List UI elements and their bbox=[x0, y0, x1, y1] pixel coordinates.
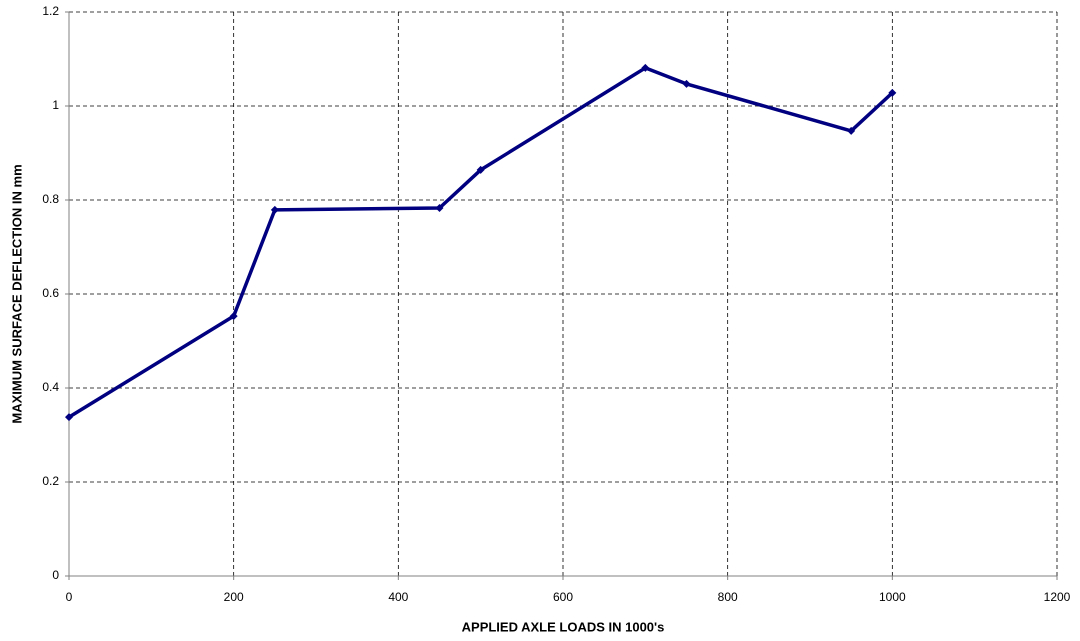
x-tick-label: 600 bbox=[553, 590, 573, 604]
y-tick-label: 0 bbox=[52, 568, 59, 582]
data-point bbox=[682, 79, 691, 88]
y-tick-label: 0.8 bbox=[42, 192, 59, 206]
y-axis-title: MAXIMUM SURFACE DEFLECTION IN mm bbox=[9, 164, 24, 423]
data-line bbox=[68, 66, 894, 419]
x-tick-label: 800 bbox=[718, 590, 738, 604]
data-point bbox=[270, 205, 279, 214]
data-point bbox=[476, 165, 485, 174]
x-tick-label: 200 bbox=[224, 590, 244, 604]
x-tick-label: 1000 bbox=[879, 590, 906, 604]
y-tick-label: 0.4 bbox=[42, 380, 59, 394]
y-tick-label: 0.2 bbox=[42, 474, 59, 488]
x-axis-title: APPLIED AXLE LOADS IN 1000's bbox=[462, 619, 665, 634]
data-point bbox=[65, 413, 73, 422]
y-tick-label: 1.2 bbox=[42, 4, 59, 18]
x-tick-label: 1200 bbox=[1044, 590, 1071, 604]
x-tick-label: 400 bbox=[388, 590, 408, 604]
data-point bbox=[435, 203, 444, 212]
data-point bbox=[229, 312, 238, 321]
data-point bbox=[888, 88, 897, 97]
y-tick-label: 0.6 bbox=[42, 286, 59, 300]
data-point bbox=[847, 126, 856, 135]
x-tick-label: 0 bbox=[66, 590, 73, 604]
y-tick-label: 1 bbox=[52, 98, 59, 112]
data-point bbox=[641, 63, 650, 72]
